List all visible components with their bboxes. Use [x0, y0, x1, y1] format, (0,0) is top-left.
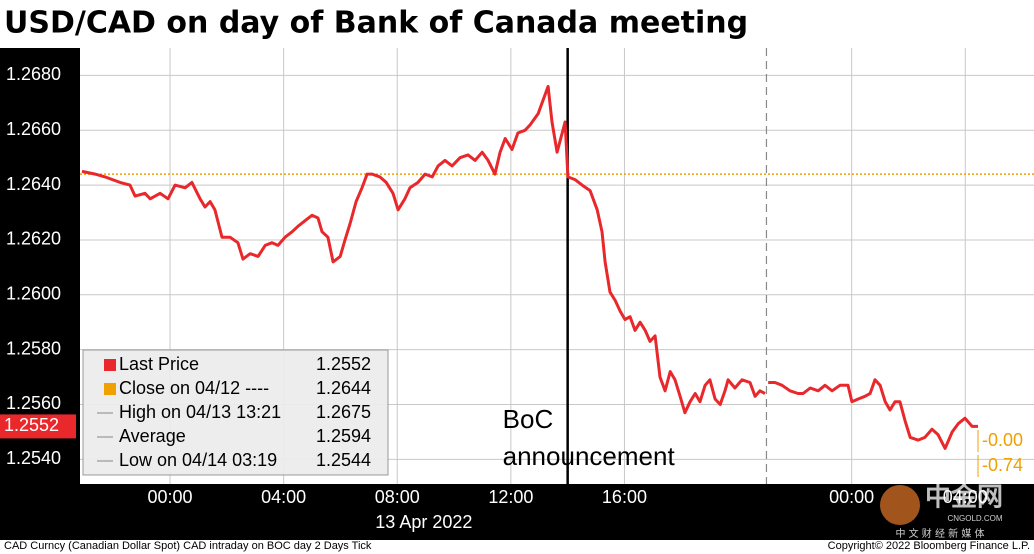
chart-title: USD/CAD on day of Bank of Canada meeting: [4, 6, 748, 41]
y-tick-label: 1.2620: [6, 229, 61, 249]
footer-copyright: Copyright© 2022 Bloomberg Finance L.P.: [828, 540, 1030, 552]
y-tick-label: 1.2640: [6, 174, 61, 194]
legend-box: [82, 349, 389, 476]
watermark-logo: [880, 485, 920, 525]
legend-value: 1.2552: [316, 354, 371, 374]
right-label: -0.74: [982, 455, 1023, 475]
y-tick-label: 1.2540: [6, 448, 61, 468]
legend-label: Average: [119, 426, 186, 446]
right-label: -0.00: [982, 430, 1023, 450]
y-axis-panel: [0, 48, 80, 484]
price-line: [81, 84, 766, 415]
legend-value: 1.2675: [316, 402, 371, 422]
x-axis-panel: [0, 484, 1034, 540]
last-price-tag: [0, 414, 76, 439]
watermark: CNGOLD.COM: [947, 514, 1002, 523]
annotation: BoC: [503, 404, 554, 434]
y-tick-label: 1.2680: [6, 64, 61, 84]
legend-value: 1.2594: [316, 426, 371, 446]
y-tick-label: 1.2660: [6, 119, 61, 139]
legend-label: High on 04/13 13:21: [119, 402, 281, 422]
x-tick-label: 12:00: [488, 487, 533, 507]
x-tick-label: 00:00: [829, 487, 874, 507]
annotation: announcement: [503, 441, 676, 471]
legend-value: 1.2544: [316, 450, 371, 470]
watermark: 中 文 财 经 新 媒 体: [895, 527, 984, 540]
footer-source: CAD Curncy (Canadian Dollar Spot) CAD in…: [4, 540, 372, 552]
watermark: 中金网: [925, 482, 1003, 513]
legend-label: Low on 04/14 03:19: [119, 450, 277, 470]
x-tick-label: 04:00: [261, 487, 306, 507]
last-price-tag-label: 1.2552: [4, 415, 59, 435]
x-date-label: 13 Apr 2022: [375, 512, 472, 532]
x-tick-label: 16:00: [602, 487, 647, 507]
x-tick-label: 04:00: [943, 487, 988, 507]
y-tick-label: 1.2580: [6, 338, 61, 358]
x-tick-label: 08:00: [375, 487, 420, 507]
legend-label: Close on 04/12 ----: [119, 378, 269, 398]
legend-value: 1.2644: [316, 378, 371, 398]
y-tick-label: 1.2600: [6, 284, 61, 304]
y-tick-label: 1.2560: [6, 393, 61, 413]
legend-swatch: [104, 359, 116, 371]
legend-swatch: [104, 383, 116, 395]
price-line: [768, 378, 978, 450]
legend-label: Last Price: [119, 354, 199, 374]
x-tick-label: 00:00: [148, 487, 193, 507]
